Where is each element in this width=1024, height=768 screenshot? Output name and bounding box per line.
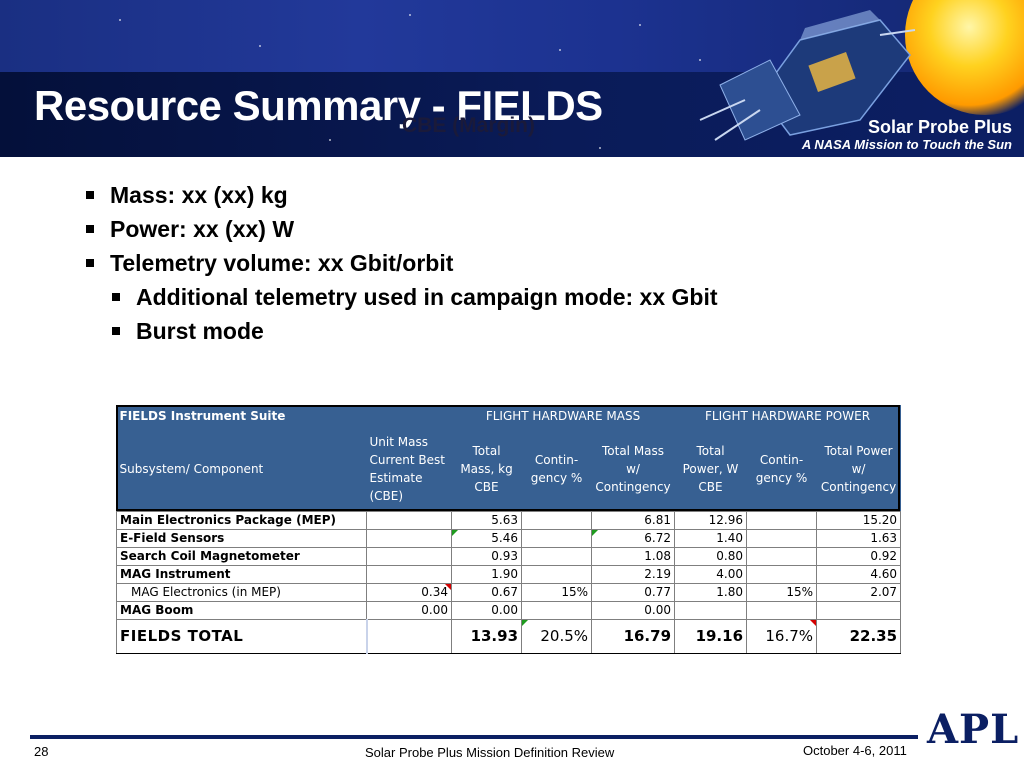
cell-mass-contingency	[521, 600, 593, 620]
cell-power-contingency	[746, 546, 818, 566]
bullet-telemetry: Telemetry volume: xx Gbit/orbit	[84, 246, 718, 280]
cell-mass: 5.63	[451, 510, 523, 530]
cell-unit-mass	[365, 528, 453, 548]
cell-power-contingency	[746, 528, 818, 548]
total-power-contingency: 16.7%	[746, 618, 818, 654]
suite-title: FIELDS Instrument Suite	[116, 405, 452, 427]
col-unit-mass: Unit Mass Current Best Estimate (CBE)	[366, 427, 452, 511]
total-mass: 13.93	[451, 618, 523, 654]
cell-mass-contingency	[521, 546, 593, 566]
total-mass-w-contingency: 16.79	[591, 618, 676, 654]
mass-group-header: FLIGHT HARDWARE MASS	[451, 405, 675, 427]
col-total-mass: Total Mass, kg CBE	[451, 427, 522, 511]
cell-power: 1.40	[674, 528, 748, 548]
cell-unit-mass: 0.34	[365, 582, 453, 602]
col-mass-contingency: Contin- gency %	[521, 427, 592, 511]
row-name: Main Electronics Package (MEP)	[116, 510, 367, 530]
cell-power-contingency	[746, 510, 818, 530]
total-power-w-contingency: 22.35	[816, 618, 902, 654]
col-total-power-w-contingency: Total Power w/ Contingency	[816, 427, 901, 511]
spacecraft-image	[119, 10, 916, 149]
cell-mass: 0.67	[451, 582, 523, 602]
table-row: MAG Instrument 1.90 2.19 4.00 4.60	[116, 564, 902, 584]
cell-power-total: 2.07	[816, 582, 902, 602]
row-name: MAG Instrument	[116, 564, 367, 584]
cell-mass: 0.93	[451, 546, 523, 566]
row-name: MAG Electronics (in MEP)	[116, 582, 367, 602]
table-row: MAG Electronics (in MEP) 0.34 0.67 15% 0…	[116, 582, 902, 602]
page-number: 28	[34, 744, 49, 759]
table-row: E-Field Sensors 5.46 6.72 1.40 1.63	[116, 528, 902, 548]
cell-power-contingency	[746, 564, 818, 584]
brand-name: Solar Probe Plus	[867, 117, 1012, 137]
cell-power-contingency: 15%	[746, 582, 818, 602]
cell-power-total: 0.92	[816, 546, 902, 566]
bullet-mass: Mass: xx (xx) kg	[84, 178, 718, 212]
cell-mass-total: 1.08	[591, 546, 676, 566]
cell-unit-mass	[365, 564, 453, 584]
table-total-row: FIELDS TOTAL 13.93 20.5% 16.79 19.16 16.…	[116, 618, 902, 654]
cell-mass-contingency	[521, 528, 593, 548]
cell-unit-mass	[365, 510, 453, 530]
cell-mass: 1.90	[451, 564, 523, 584]
cell-power: 4.00	[674, 564, 748, 584]
cell-mass: 0.00	[451, 600, 523, 620]
row-name: MAG Boom	[116, 600, 367, 620]
cell-mass: 5.46	[451, 528, 523, 548]
footer-divider	[30, 735, 918, 739]
bullet-burst-mode: Burst mode	[110, 314, 718, 348]
cell-mass-total: 2.19	[591, 564, 676, 584]
total-power: 19.16	[674, 618, 748, 654]
total-mass-contingency: 20.5%	[521, 618, 593, 654]
cbe-margin-label: CBE (Margin)	[402, 114, 535, 137]
col-power-contingency: Contin- gency %	[746, 427, 817, 511]
cell-power	[674, 600, 748, 620]
cell-power-total: 1.63	[816, 528, 902, 548]
apl-logo: APL	[927, 706, 1020, 753]
total-label: FIELDS TOTAL	[116, 618, 367, 654]
header-banner: Resource Summary - FIELDS CBE (Margin) S…	[0, 0, 1024, 157]
cell-mass-contingency: 15%	[521, 582, 593, 602]
row-name: Search Coil Magnetometer	[116, 546, 367, 566]
table-row: Search Coil Magnetometer 0.93 1.08 0.80 …	[116, 546, 902, 566]
footer-date: October 4-6, 2011	[803, 743, 907, 758]
footer-title: Solar Probe Plus Mission Definition Revi…	[365, 745, 615, 760]
cell-mass-total: 0.77	[591, 582, 676, 602]
cell-mass-total: 0.00	[591, 600, 676, 620]
col-component: Subsystem/ Component	[116, 427, 367, 511]
cell-unit-mass	[365, 546, 453, 566]
cell-power-total: 4.60	[816, 564, 902, 584]
row-name: E-Field Sensors	[116, 528, 367, 548]
cell-mass-contingency	[521, 510, 593, 530]
cell-mass-total: 6.81	[591, 510, 676, 530]
cell-unit-mass	[365, 618, 453, 654]
starfield	[119, 14, 701, 149]
table-row: MAG Boom 0.00 0.00 0.00	[116, 600, 902, 620]
slide-title: Resource Summary - FIELDS	[34, 82, 603, 129]
bullet-campaign-telemetry: Additional telemetry used in campaign mo…	[110, 280, 718, 314]
cell-power-total	[816, 600, 902, 620]
cell-power: 0.80	[674, 546, 748, 566]
cell-power-contingency	[746, 600, 818, 620]
bullet-list: Mass: xx (xx) kg Power: xx (xx) W Teleme…	[84, 178, 718, 348]
col-total-mass-w-contingency: Total Mass w/ Contingency	[591, 427, 675, 511]
cell-mass-total: 6.72	[591, 528, 676, 548]
brand-tagline: A NASA Mission to Touch the Sun	[801, 137, 1012, 152]
cell-power: 12.96	[674, 510, 748, 530]
table-row: Main Electronics Package (MEP) 5.63 6.81…	[116, 510, 902, 530]
cell-power: 1.80	[674, 582, 748, 602]
spacecraft-body	[699, 10, 916, 141]
col-total-power: Total Power, W CBE	[674, 427, 747, 511]
cell-mass-contingency	[521, 564, 593, 584]
table-header-row: FIELDS Instrument Suite FLIGHT HARDWARE …	[116, 405, 901, 427]
resource-table: FIELDS Instrument Suite FLIGHT HARDWARE …	[116, 405, 902, 654]
power-group-header: FLIGHT HARDWARE POWER	[674, 405, 901, 427]
table-column-header-row: Subsystem/ Component Unit Mass Current B…	[116, 427, 901, 511]
bullet-power: Power: xx (xx) W	[84, 212, 718, 246]
cell-power-total: 15.20	[816, 510, 902, 530]
cell-unit-mass: 0.00	[365, 600, 453, 620]
